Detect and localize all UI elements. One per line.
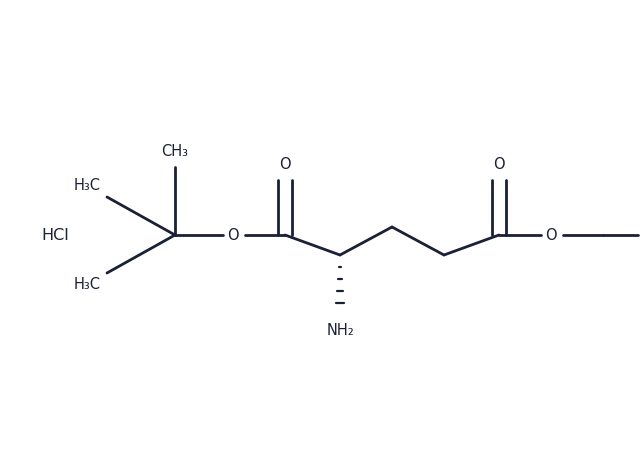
- Text: O: O: [493, 157, 505, 172]
- Text: O: O: [545, 227, 557, 243]
- Text: H₃C: H₃C: [74, 277, 101, 292]
- Text: CH₃: CH₃: [161, 144, 189, 159]
- Text: NH₂: NH₂: [326, 323, 354, 338]
- Text: H₃C: H₃C: [74, 178, 101, 193]
- Text: O: O: [279, 157, 291, 172]
- Text: O: O: [227, 227, 239, 243]
- Text: HCl: HCl: [41, 227, 69, 243]
